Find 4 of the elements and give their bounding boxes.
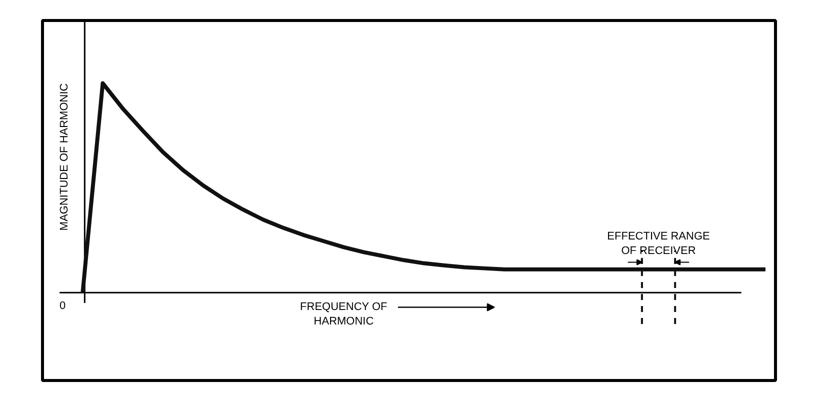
y-axis-title: MAGNITUDE OF HARMONIC	[58, 83, 71, 231]
text: 0	[60, 300, 66, 312]
x-axis-title: FREQUENCY OF HARMONIC	[300, 300, 388, 328]
annotation: EFFECTIVE RANGE OF RECEIVER	[607, 230, 710, 258]
